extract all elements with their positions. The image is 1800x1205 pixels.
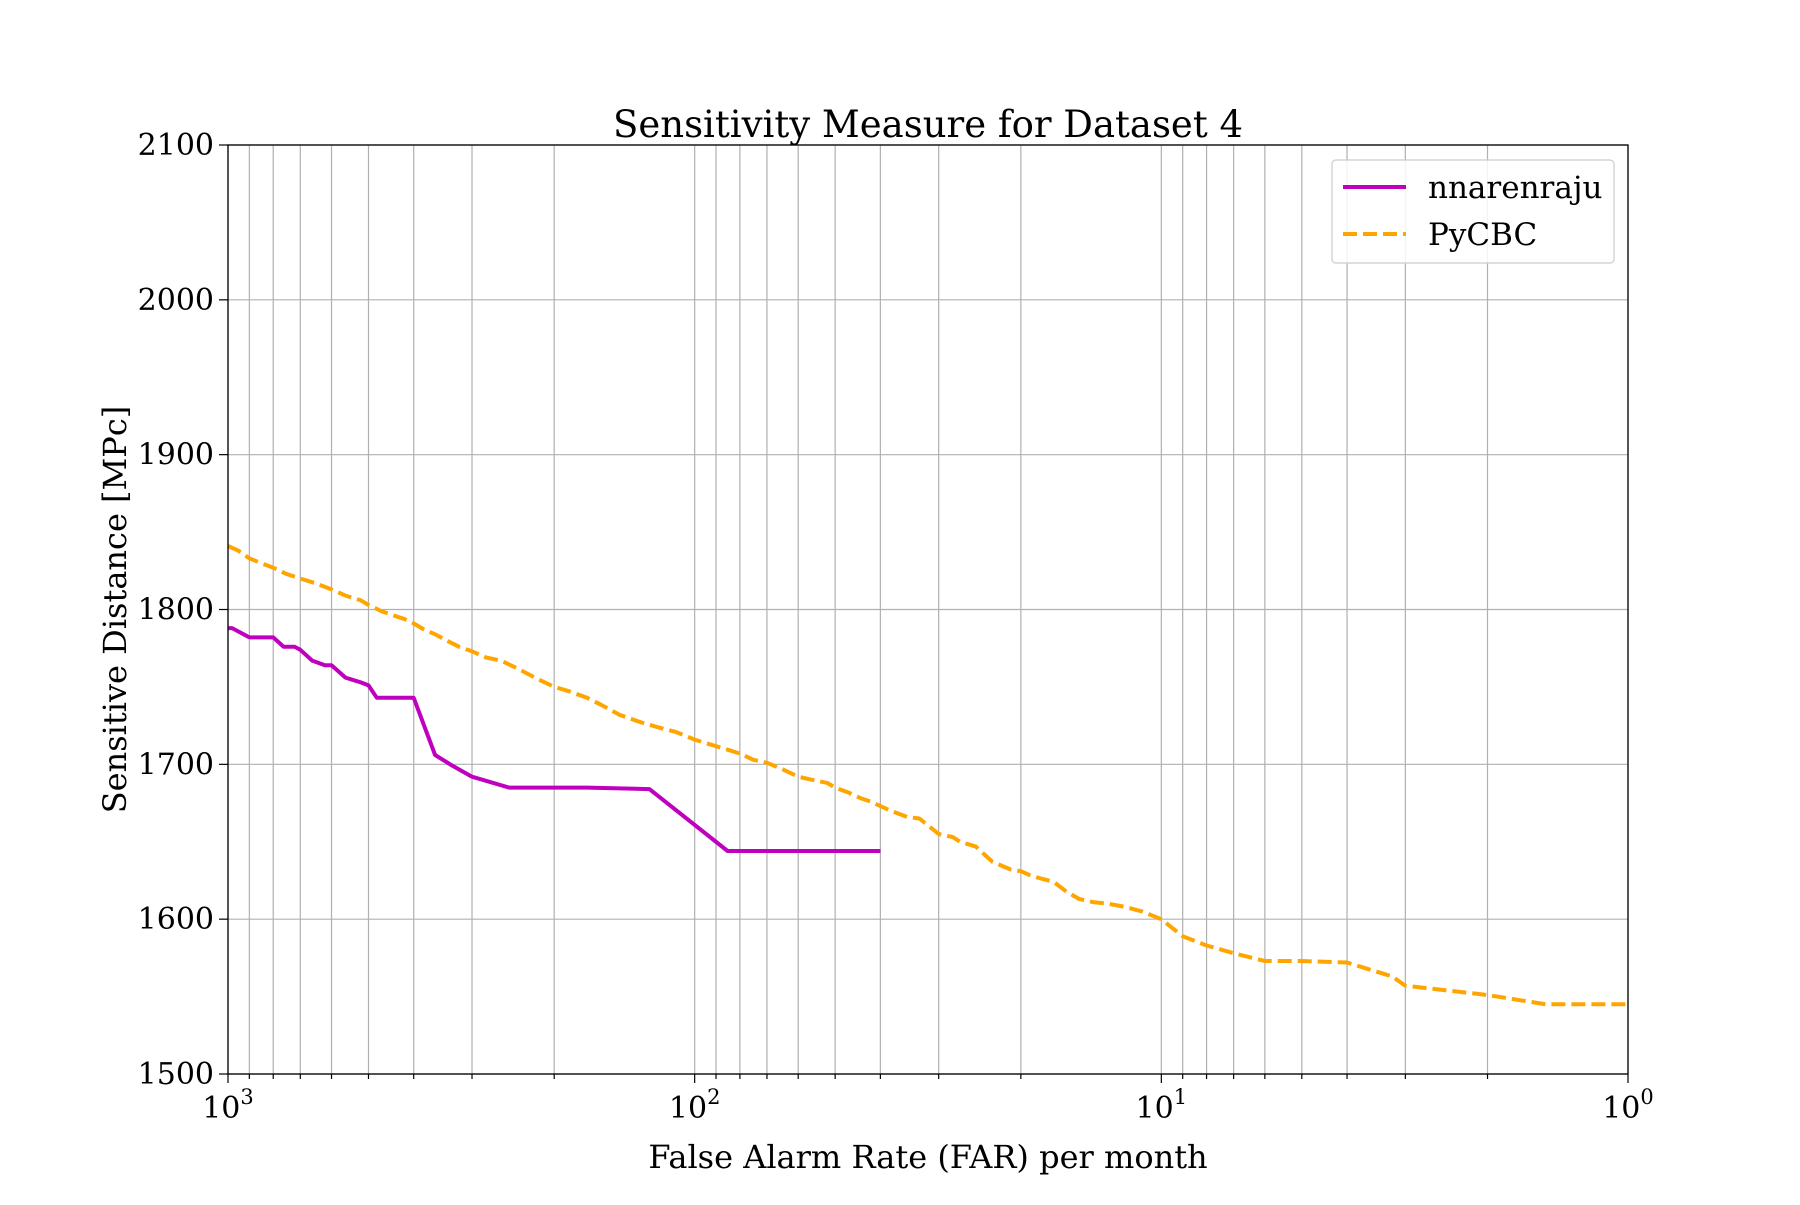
x-tick-base: 10 bbox=[1602, 1091, 1640, 1126]
y-tick-label: 1700 bbox=[138, 747, 214, 782]
y-tick-label: 1800 bbox=[138, 593, 214, 628]
x-tick-exponent: 0 bbox=[1640, 1085, 1653, 1109]
y-tick-label: 2100 bbox=[138, 128, 214, 163]
x-tick-exponent: 2 bbox=[707, 1085, 720, 1109]
y-tick-label: 1600 bbox=[138, 902, 214, 937]
x-tick-base: 10 bbox=[669, 1091, 707, 1126]
series-layer bbox=[227, 544, 1628, 1007]
x-tick-base: 10 bbox=[202, 1091, 240, 1126]
y-tick-label: 1500 bbox=[138, 1057, 214, 1092]
chart-title: Sensitivity Measure for Dataset 4 bbox=[613, 103, 1243, 146]
series-line-pycbc bbox=[227, 544, 1628, 1007]
legend-label-nnarenraju: nnarenraju bbox=[1428, 170, 1602, 206]
x-tick-label: 103 bbox=[202, 1085, 254, 1126]
x-tick-label: 102 bbox=[669, 1085, 721, 1126]
x-tick-base: 10 bbox=[1136, 1091, 1174, 1126]
legend: nnarenraju PyCBC bbox=[1331, 159, 1615, 264]
x-tick-exponent: 3 bbox=[240, 1085, 253, 1109]
series-line-nnarenraju bbox=[228, 626, 881, 853]
x-tick-label: 100 bbox=[1602, 1085, 1654, 1126]
y-axis-label: Sensitive Distance [MPc] bbox=[96, 406, 134, 813]
x-tick-label: 101 bbox=[1136, 1085, 1188, 1126]
x-tick-exponent: 1 bbox=[1174, 1085, 1187, 1109]
legend-label-pycbc: PyCBC bbox=[1428, 217, 1537, 253]
y-tick-label: 2000 bbox=[138, 283, 214, 318]
y-tick-label: 1900 bbox=[138, 438, 214, 473]
x-axis-label: False Alarm Rate (FAR) per month bbox=[648, 1138, 1207, 1176]
